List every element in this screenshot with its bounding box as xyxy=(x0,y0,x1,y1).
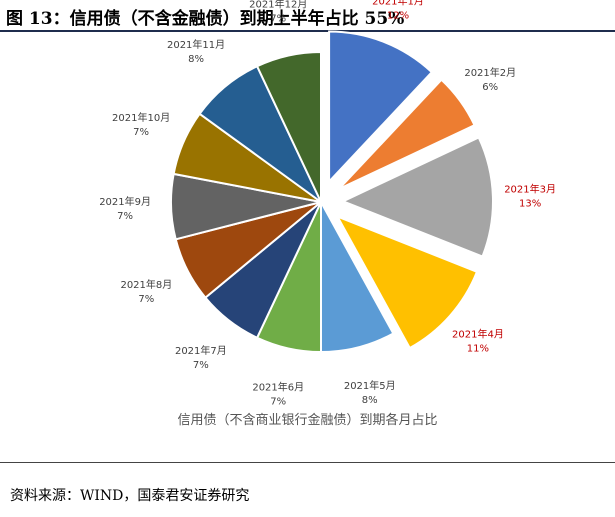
figure-title: 图 13：信用债（不含金融债）到期上半年占比 55% xyxy=(6,9,405,29)
slice-label: 2021年12月 7% xyxy=(249,0,307,25)
slice-label: 2021年11月 8% xyxy=(167,38,225,65)
slice-label: 2021年2月 6% xyxy=(464,66,516,93)
slice-label: 2021年3月 13% xyxy=(504,182,556,209)
source-note: 资料来源：WIND，国泰君安证券研究 xyxy=(10,488,250,504)
pie-slice xyxy=(328,30,434,185)
slice-label: 2021年6月 7% xyxy=(252,380,304,407)
slice-label: 2021年5月 8% xyxy=(344,379,396,406)
slice-label: 2021年4月 11% xyxy=(452,327,504,354)
pie-slice xyxy=(340,136,494,258)
title-divider xyxy=(0,30,615,32)
pie-slice xyxy=(335,214,479,350)
slice-label: 2021年10月 7% xyxy=(112,111,170,138)
slice-label: 2021年7月 7% xyxy=(175,344,227,371)
chart-caption: 信用债（不含商业银行金融债）到期各月占比 xyxy=(177,413,438,428)
slice-label: 2021年1月 12% xyxy=(372,0,424,21)
slice-label: 2021年9月 7% xyxy=(99,195,151,222)
pie-slice xyxy=(338,78,476,190)
footer-divider xyxy=(0,462,615,463)
pie-slice xyxy=(255,50,322,203)
slice-label: 2021年8月 7% xyxy=(120,278,172,305)
